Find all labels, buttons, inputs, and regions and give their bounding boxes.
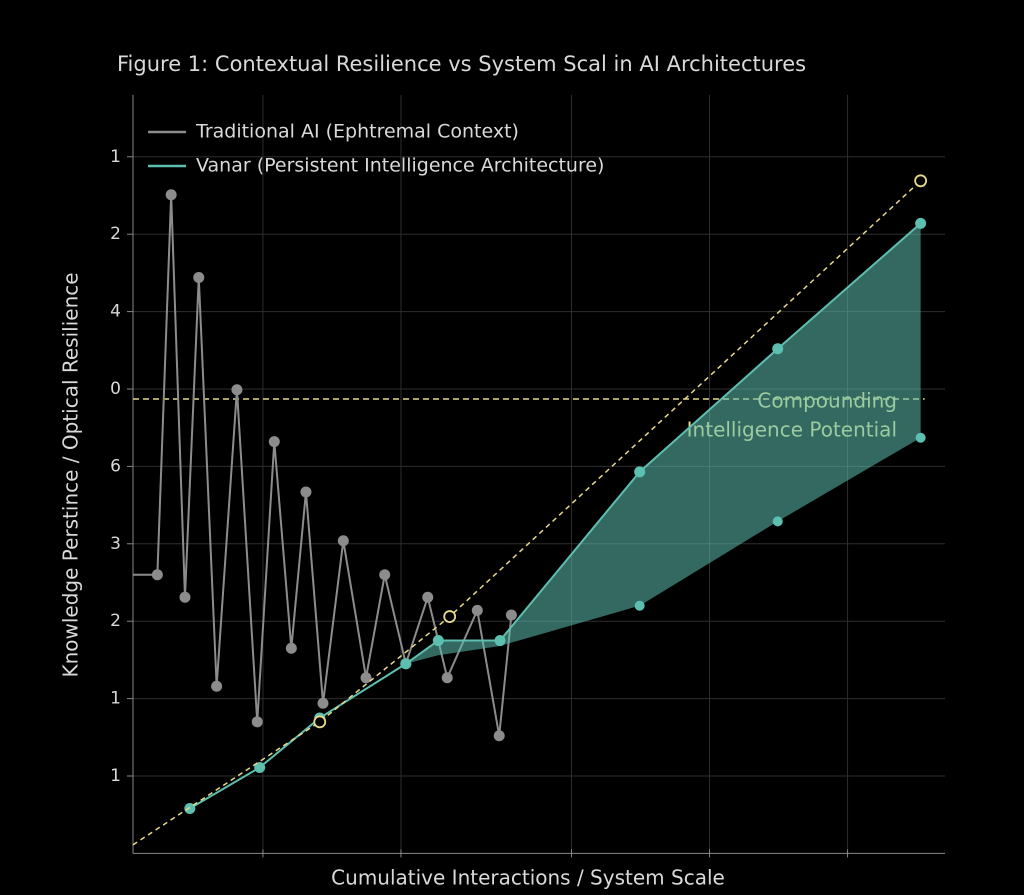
y-tick-label: 0: [110, 379, 121, 399]
y-tick-label: 1: [110, 147, 121, 167]
point: [400, 658, 412, 670]
point: [360, 672, 372, 684]
point: [441, 672, 453, 684]
y-tick-label: 1: [110, 689, 121, 709]
point: [268, 436, 280, 448]
point: [165, 189, 177, 201]
band-area: [189, 223, 921, 809]
legend-label: Vanar (Persistent Intelligence Architect…: [196, 155, 604, 177]
point: [493, 730, 505, 742]
point: [915, 217, 927, 229]
point: [300, 486, 312, 498]
trend-point: [443, 610, 457, 623]
y-tick-label: 2: [110, 224, 121, 244]
point: [422, 591, 434, 603]
point: [915, 432, 926, 443]
y-tick-label: 2: [110, 611, 121, 631]
trend-point: [313, 715, 327, 729]
trend-point: [914, 174, 928, 188]
point: [231, 384, 243, 396]
series-line: [133, 194, 513, 736]
legend-label: Traditional AI (Ephtremal Context): [195, 121, 519, 143]
x-axis-label: Cumulative Interactions / System Scale: [331, 866, 725, 890]
point: [285, 642, 297, 654]
y-tick-label: 6: [110, 456, 121, 476]
point: [471, 604, 483, 616]
point: [337, 535, 349, 547]
point: [634, 600, 645, 611]
point: [317, 697, 329, 709]
point: [379, 569, 391, 581]
point: [634, 466, 646, 478]
point: [505, 609, 517, 621]
chart-title: Figure 1: Contextual Resilience vs Syste…: [117, 52, 806, 76]
point: [179, 591, 191, 603]
point: [432, 635, 444, 647]
y-axis-label: Knowledge Perstince / Optical Resilience: [59, 272, 83, 677]
point: [772, 343, 784, 355]
point: [151, 569, 163, 581]
trend-line: [132, 180, 922, 846]
y-tick-label: 4: [110, 302, 121, 322]
point: [772, 516, 783, 527]
y-tick-label: 1: [110, 766, 121, 786]
point: [254, 761, 266, 773]
point: [251, 716, 263, 728]
point: [184, 803, 196, 815]
point: [193, 272, 205, 284]
point: [494, 635, 506, 647]
point: [211, 680, 223, 692]
y-tick-label: 3: [110, 534, 121, 554]
